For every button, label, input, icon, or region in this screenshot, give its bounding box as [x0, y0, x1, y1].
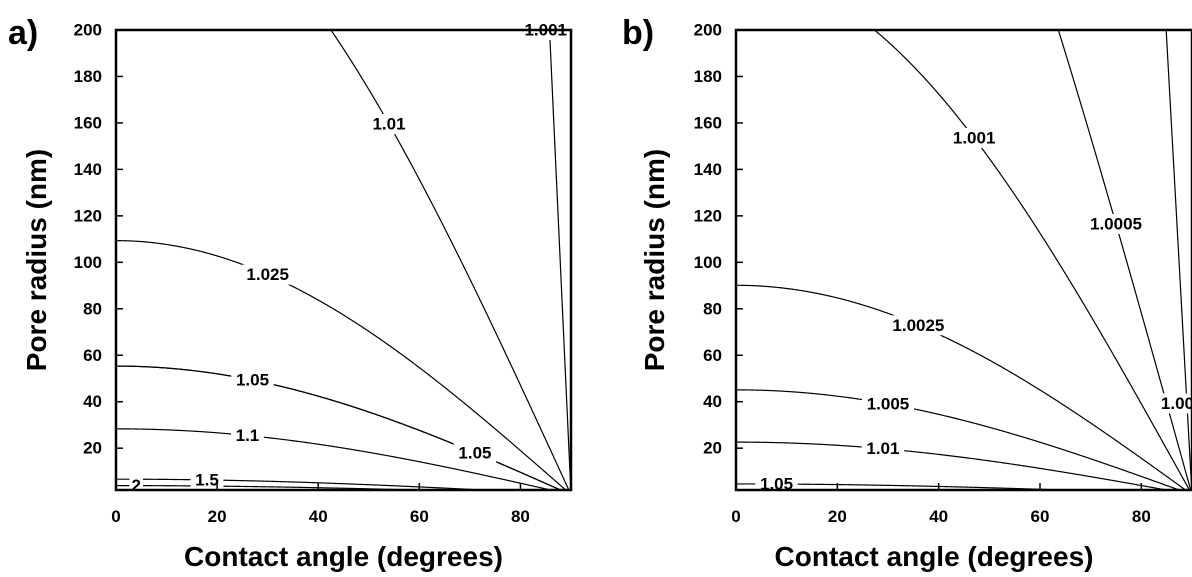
- contour-label-a-1: 2: [131, 476, 140, 495]
- x-axis-title-b: Contact angle (degrees): [775, 541, 1094, 572]
- contour-label-a-5: 1.025: [246, 265, 289, 284]
- contour-label-bg-b-6: [1085, 213, 1147, 234]
- panel-b: 1.051.011.0051.00251.0011.00051.00010204…: [622, 14, 1192, 572]
- contour-line-b-4: [736, 284, 1187, 490]
- y-tick-label-b-40: 40: [703, 392, 722, 411]
- contour-label-a-3: 1.1: [236, 426, 260, 445]
- contour-label-a-2: 1.5: [195, 470, 219, 489]
- contour-line-a-2: [116, 478, 495, 490]
- y-tick-label-b-100: 100: [694, 253, 722, 272]
- y-tick-label-a-140: 140: [74, 160, 102, 179]
- contour-label-a-6: 1.01: [372, 115, 405, 134]
- contour-line-a-3: [116, 428, 554, 490]
- y-tick-label-a-20: 20: [83, 439, 102, 458]
- contour-line-a-5: [116, 240, 567, 490]
- contour-label-bg-a-5: [241, 264, 294, 285]
- y-tick-label-a-40: 40: [83, 392, 102, 411]
- contour-label-a-4: 1.05: [236, 371, 269, 390]
- x-tick-label-b-80: 80: [1132, 507, 1151, 526]
- y-tick-label-a-100: 100: [74, 253, 102, 272]
- contour-label-b-5: 1.001: [953, 128, 996, 147]
- contour-line-b-3: [736, 389, 1181, 490]
- contour-label-bg-a-6: [367, 114, 411, 135]
- y-tick-label-a-120: 120: [74, 206, 102, 225]
- contour-label-a-7: 1.05: [458, 443, 491, 462]
- contours-a: [116, 30, 571, 490]
- y-tick-label-a-180: 180: [74, 67, 102, 86]
- contour-label-b-2: 1.01: [866, 439, 899, 458]
- panel-letter-b: b): [622, 14, 654, 52]
- x-tick-label-a-0: 0: [111, 507, 120, 526]
- y-tick-label-a-60: 60: [83, 346, 102, 365]
- panel-letter-a: a): [8, 14, 38, 52]
- x-tick-label-a-20: 20: [208, 507, 227, 526]
- contour-label-b-6: 1.0005: [1090, 214, 1142, 233]
- y-tick-label-a-200: 200: [74, 21, 102, 40]
- x-tick-label-b-20: 20: [828, 507, 847, 526]
- y-tick-label-b-60: 60: [703, 346, 722, 365]
- y-tick-label-b-140: 140: [694, 160, 722, 179]
- x-tick-label-a-60: 60: [410, 507, 429, 526]
- y-tick-label-a-80: 80: [83, 299, 102, 318]
- x-tick-label-b-0: 0: [731, 507, 740, 526]
- y-tick-label-b-20: 20: [703, 439, 722, 458]
- contours-b: [736, 30, 1192, 490]
- y-tick-label-b-200: 200: [694, 21, 722, 40]
- contour-label-bg-a-2: [190, 469, 224, 490]
- x-tick-label-b-60: 60: [1031, 507, 1050, 526]
- contour-line-b-5: [873, 30, 1191, 490]
- contour-label-bg-b-4: [887, 315, 950, 336]
- contour-line-a-6: [330, 30, 570, 490]
- contour-label-b-4: 1.0025: [892, 316, 944, 335]
- contour-line-b-1: [736, 483, 1080, 490]
- x-tick-label-a-40: 40: [309, 507, 328, 526]
- y-axis-title-a: Pore radius (nm): [21, 149, 52, 371]
- y-tick-label-b-160: 160: [694, 113, 722, 132]
- x-tick-label-b-40: 40: [929, 507, 948, 526]
- y-tick-label-a-160: 160: [74, 113, 102, 132]
- y-axis-title-b: Pore radius (nm): [639, 149, 670, 371]
- contour-label-bg-b-3: [862, 393, 914, 414]
- contour-label-bg-b-7: [1156, 393, 1192, 414]
- x-tick-label-a-80: 80: [511, 507, 530, 526]
- contour-label-bg-a-4: [231, 370, 274, 391]
- plot-frame-a: [114, 28, 573, 492]
- y-tick-label-b-120: 120: [694, 206, 722, 225]
- contour-label-bg-b-2: [861, 438, 905, 459]
- contour-label-bg-b-5: [948, 127, 1001, 148]
- contour-label-bg-a-3: [231, 425, 264, 446]
- y-tick-label-b-80: 80: [703, 299, 722, 318]
- contour-line-b-2: [736, 441, 1170, 490]
- contour-label-b-3: 1.005: [867, 394, 910, 413]
- plot-frame-b: [734, 28, 1192, 492]
- y-tick-label-b-180: 180: [694, 67, 722, 86]
- contour-label-b-7: 1.0001: [1161, 394, 1192, 413]
- x-axis-title-a: Contact angle (degrees): [184, 541, 503, 572]
- contour-label-bg-a-7: [453, 442, 497, 463]
